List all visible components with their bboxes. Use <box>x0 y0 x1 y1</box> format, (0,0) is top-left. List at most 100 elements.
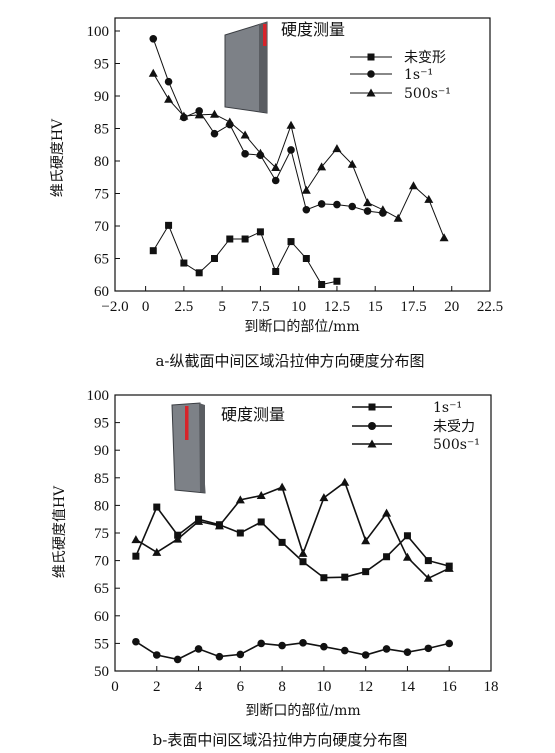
chart-a-frame <box>114 17 491 292</box>
chart-b-legend-marker-triangle <box>367 439 377 448</box>
chart-b-series-0-point <box>383 553 391 561</box>
chart-b-series-2-point <box>277 482 287 491</box>
chart-b-series-1-line <box>135 641 450 661</box>
chart-a-caption: a-纵截面中间区域沿拉伸方向硬度分布图 <box>155 352 424 370</box>
chart-b-xtick-label: 0 <box>111 679 119 695</box>
chart-a-inset-label: 硬度测量 <box>281 20 345 39</box>
chart-a-series-0-point <box>210 255 218 262</box>
chart-b-series-1-point <box>299 639 307 647</box>
chart-a-series-0-point <box>180 259 188 267</box>
chart-b-series-2-point <box>194 516 204 525</box>
chart-a-legend-marker-triangle <box>366 88 376 97</box>
chart-b-series-0-point <box>320 574 328 582</box>
chart-b-series-2-point <box>319 493 329 502</box>
chart-a-xtick-label: 12.5 <box>324 299 350 315</box>
chart-a-xtick-label: −2.0 <box>101 299 128 315</box>
chart-b-ytick-label: 85 <box>94 471 109 487</box>
chart-a-ytick-label: 85 <box>94 122 109 138</box>
chart-a-ytick-label: 80 <box>94 154 109 170</box>
chart-b-series-2-point <box>298 548 308 557</box>
chart-a-series-0-point <box>165 221 173 229</box>
chart-a-series-2-point <box>194 110 204 119</box>
chart-a-xtick-label: 5 <box>218 299 226 315</box>
chart-b-xtick-label: 16 <box>442 679 458 695</box>
chart-a-series-2-point <box>363 198 373 207</box>
chart-b-xtick-label: 8 <box>278 679 286 695</box>
chart-b-series-0-point <box>236 529 244 537</box>
chart-b-xtick-label: 6 <box>237 679 245 695</box>
chart-a-series-2-line <box>152 72 445 238</box>
chart-a-series-1-point <box>363 207 372 215</box>
chart-a-series-2-point <box>332 144 342 153</box>
chart-b-legend-marker-square <box>368 403 376 411</box>
chart-b-series-2-point <box>444 563 454 572</box>
chart-a-series-1-point <box>348 202 357 211</box>
chart-a-legend-marker-circle <box>367 70 375 78</box>
chart-a-series-1-point <box>302 205 311 214</box>
chart-b-ytick-label: 90 <box>94 443 109 459</box>
chart-b-series-2-point <box>402 552 412 561</box>
chart-a-xtick-label: 15 <box>368 299 383 315</box>
chart-a-series-2-point <box>317 162 327 171</box>
chart-a-series-2-point <box>179 111 189 120</box>
chart-b-ytick-label: 75 <box>94 526 109 542</box>
chart-a-ytick-label: 90 <box>94 89 109 105</box>
chart-a-ytick-label: 75 <box>94 187 109 203</box>
chart-a-ytick-label: 100 <box>87 24 110 40</box>
chart-b-series-2-point <box>423 573 433 582</box>
chart-a-series-0-point <box>256 228 264 236</box>
chart-a-series-1-point <box>241 150 249 158</box>
chart-a-series-1-point <box>271 176 280 185</box>
chart-b-ytick-label: 55 <box>94 636 109 652</box>
chart-b-series-2-point <box>235 495 245 504</box>
chart-b-series-1-point <box>173 655 182 664</box>
chart-b-xtick-label: 14 <box>400 679 416 695</box>
chart-a-xtick-label: 20 <box>444 299 459 315</box>
chart-b-ylabel: 维氏硬度值HV <box>52 485 68 578</box>
chart-b-series-1-point <box>215 652 224 661</box>
chart-b-xtick-label: 12 <box>358 679 373 695</box>
chart-a-legend-2: 500s⁻¹ <box>404 86 451 102</box>
chart-b-series-1-point <box>361 651 370 659</box>
chart-a-series-1-point <box>333 200 341 209</box>
chart-a-series-0-point <box>149 247 157 255</box>
chart-a-ytick-label: 65 <box>94 252 109 268</box>
chart-a-xtick-label: 10 <box>291 299 306 315</box>
chart-b-series-1-point <box>340 646 349 655</box>
chart-b-series-2-point <box>214 521 224 530</box>
chart-b-series-2-point <box>152 547 162 556</box>
chart-a-series-2-point <box>393 213 403 222</box>
chart-b-xtick-label: 10 <box>316 679 331 695</box>
chart-b-series-0-point <box>278 538 286 546</box>
chart-b-caption: b-表面中间区域沿拉伸方向硬度分布图 <box>153 731 408 749</box>
chart-b-xtick-label: 2 <box>153 679 161 695</box>
chart-a-series-1-point <box>287 146 295 154</box>
chart-b-ytick-label: 50 <box>94 664 109 680</box>
chart-b-series-0-line <box>135 505 450 579</box>
chart-a-xtick-label: 7.5 <box>251 299 270 315</box>
chart-a-series-2-point <box>271 163 281 171</box>
chart-b-series-2-point <box>382 508 392 517</box>
chart-b-series-1-point <box>424 644 433 653</box>
chart-b-series-1-point <box>320 642 328 651</box>
chart-b-legend: 1s⁻¹ 未受力 500s⁻¹ <box>352 400 480 453</box>
chart-b-legend-0: 1s⁻¹ <box>433 400 462 416</box>
chart-b-legend-1: 未受力 <box>433 419 475 435</box>
chart-b-series-1-point <box>278 641 286 650</box>
chart-a-series-2-point <box>408 181 418 190</box>
chart-a-series-0-point <box>241 235 249 243</box>
chart-b-ytick-label: 60 <box>94 609 109 625</box>
chart-b-series-0-point <box>299 558 307 566</box>
chart-b-series-0-point <box>362 568 370 576</box>
chart-b-series-1-point <box>236 650 245 659</box>
chart-a-series-0-point <box>226 235 234 243</box>
chart-a-series-2-point <box>209 109 219 118</box>
chart-b-series-1-point <box>194 645 203 653</box>
chart-a-series-0-point <box>272 268 280 275</box>
chart-a-xlabel: 到断口的部位/mm <box>244 319 359 335</box>
chart-a-series-2-point <box>439 233 449 242</box>
chart-a-series-2-point <box>225 117 235 126</box>
chart-a-xtick-label: 2.5 <box>175 299 194 315</box>
chart-a-legend: 未变形 1s⁻¹ 500s⁻¹ <box>350 50 451 102</box>
